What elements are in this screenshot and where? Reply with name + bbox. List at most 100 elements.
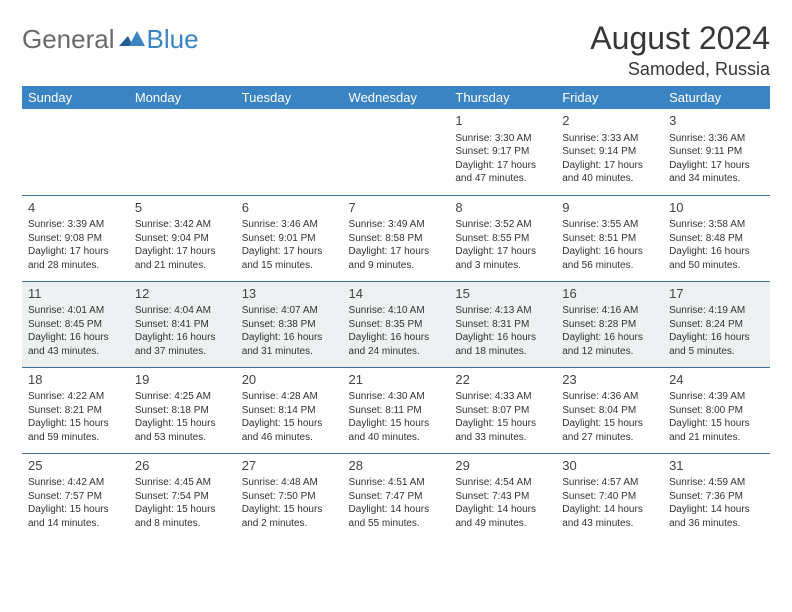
calendar-header: SundayMondayTuesdayWednesdayThursdayFrid…	[22, 86, 770, 109]
sunrise-line: Sunrise: 3:39 AM	[28, 218, 123, 232]
calendar-day	[343, 109, 450, 195]
day-number: 21	[349, 371, 444, 389]
sunrise-line: Sunrise: 3:36 AM	[669, 132, 764, 146]
sunset-line: Sunset: 9:11 PM	[669, 145, 764, 159]
calendar-day: 13Sunrise: 4:07 AMSunset: 8:38 PMDayligh…	[236, 281, 343, 367]
daylight-line-2: and 50 minutes.	[669, 259, 764, 273]
sunrise-line: Sunrise: 4:39 AM	[669, 390, 764, 404]
daylight-line-2: and 8 minutes.	[135, 517, 230, 531]
day-number: 3	[669, 112, 764, 130]
sunset-line: Sunset: 9:14 PM	[562, 145, 657, 159]
sunrise-line: Sunrise: 4:33 AM	[455, 390, 550, 404]
calendar-day: 27Sunrise: 4:48 AMSunset: 7:50 PMDayligh…	[236, 453, 343, 539]
day-number: 22	[455, 371, 550, 389]
weekday-header: Sunday	[22, 86, 129, 109]
calendar-body: 1Sunrise: 3:30 AMSunset: 9:17 PMDaylight…	[22, 109, 770, 539]
daylight-line-2: and 55 minutes.	[349, 517, 444, 531]
daylight-line-1: Daylight: 15 hours	[28, 503, 123, 517]
sunrise-line: Sunrise: 4:01 AM	[28, 304, 123, 318]
calendar-day	[236, 109, 343, 195]
daylight-line-2: and 36 minutes.	[669, 517, 764, 531]
sunset-line: Sunset: 8:00 PM	[669, 404, 764, 418]
day-number: 25	[28, 457, 123, 475]
sunrise-line: Sunrise: 3:58 AM	[669, 218, 764, 232]
location: Samoded, Russia	[590, 59, 770, 80]
daylight-line-1: Daylight: 17 hours	[455, 159, 550, 173]
calendar-day: 7Sunrise: 3:49 AMSunset: 8:58 PMDaylight…	[343, 195, 450, 281]
calendar-week: 11Sunrise: 4:01 AMSunset: 8:45 PMDayligh…	[22, 281, 770, 367]
day-number: 24	[669, 371, 764, 389]
daylight-line-2: and 46 minutes.	[242, 431, 337, 445]
sunrise-line: Sunrise: 3:33 AM	[562, 132, 657, 146]
weekday-header: Thursday	[449, 86, 556, 109]
daylight-line-2: and 18 minutes.	[455, 345, 550, 359]
daylight-line-1: Daylight: 15 hours	[562, 417, 657, 431]
sunset-line: Sunset: 8:31 PM	[455, 318, 550, 332]
sunset-line: Sunset: 9:01 PM	[242, 232, 337, 246]
day-number: 26	[135, 457, 230, 475]
calendar-day	[22, 109, 129, 195]
day-number: 7	[349, 199, 444, 217]
daylight-line-2: and 15 minutes.	[242, 259, 337, 273]
daylight-line-1: Daylight: 17 hours	[28, 245, 123, 259]
daylight-line-2: and 53 minutes.	[135, 431, 230, 445]
calendar-day: 26Sunrise: 4:45 AMSunset: 7:54 PMDayligh…	[129, 453, 236, 539]
sunrise-line: Sunrise: 3:42 AM	[135, 218, 230, 232]
sunrise-line: Sunrise: 4:22 AM	[28, 390, 123, 404]
daylight-line-2: and 49 minutes.	[455, 517, 550, 531]
daylight-line-2: and 40 minutes.	[349, 431, 444, 445]
daylight-line-1: Daylight: 15 hours	[135, 417, 230, 431]
sunset-line: Sunset: 7:50 PM	[242, 490, 337, 504]
daylight-line-2: and 56 minutes.	[562, 259, 657, 273]
daylight-line-1: Daylight: 17 hours	[349, 245, 444, 259]
sunset-line: Sunset: 8:11 PM	[349, 404, 444, 418]
sunrise-line: Sunrise: 4:16 AM	[562, 304, 657, 318]
day-number: 30	[562, 457, 657, 475]
calendar-day: 30Sunrise: 4:57 AMSunset: 7:40 PMDayligh…	[556, 453, 663, 539]
sunrise-line: Sunrise: 4:30 AM	[349, 390, 444, 404]
daylight-line-1: Daylight: 14 hours	[349, 503, 444, 517]
daylight-line-1: Daylight: 15 hours	[242, 417, 337, 431]
daylight-line-1: Daylight: 15 hours	[28, 417, 123, 431]
calendar-day: 21Sunrise: 4:30 AMSunset: 8:11 PMDayligh…	[343, 367, 450, 453]
day-number: 6	[242, 199, 337, 217]
daylight-line-1: Daylight: 14 hours	[455, 503, 550, 517]
daylight-line-2: and 9 minutes.	[349, 259, 444, 273]
sunset-line: Sunset: 8:28 PM	[562, 318, 657, 332]
weekday-header: Saturday	[663, 86, 770, 109]
sunset-line: Sunset: 8:14 PM	[242, 404, 337, 418]
calendar-day	[129, 109, 236, 195]
sunset-line: Sunset: 9:08 PM	[28, 232, 123, 246]
daylight-line-2: and 21 minutes.	[135, 259, 230, 273]
calendar-day: 24Sunrise: 4:39 AMSunset: 8:00 PMDayligh…	[663, 367, 770, 453]
day-number: 19	[135, 371, 230, 389]
sunset-line: Sunset: 8:21 PM	[28, 404, 123, 418]
calendar-week: 25Sunrise: 4:42 AMSunset: 7:57 PMDayligh…	[22, 453, 770, 539]
calendar-day: 15Sunrise: 4:13 AMSunset: 8:31 PMDayligh…	[449, 281, 556, 367]
day-number: 13	[242, 285, 337, 303]
sunset-line: Sunset: 8:45 PM	[28, 318, 123, 332]
daylight-line-2: and 12 minutes.	[562, 345, 657, 359]
calendar-day: 2Sunrise: 3:33 AMSunset: 9:14 PMDaylight…	[556, 109, 663, 195]
brand-blue: Blue	[147, 24, 199, 55]
sunset-line: Sunset: 8:41 PM	[135, 318, 230, 332]
sunrise-line: Sunrise: 3:49 AM	[349, 218, 444, 232]
sunset-line: Sunset: 8:18 PM	[135, 404, 230, 418]
sunset-line: Sunset: 7:54 PM	[135, 490, 230, 504]
calendar-day: 10Sunrise: 3:58 AMSunset: 8:48 PMDayligh…	[663, 195, 770, 281]
sunset-line: Sunset: 9:04 PM	[135, 232, 230, 246]
daylight-line-1: Daylight: 16 hours	[28, 331, 123, 345]
sunrise-line: Sunrise: 3:46 AM	[242, 218, 337, 232]
daylight-line-2: and 34 minutes.	[669, 172, 764, 186]
weekday-header: Tuesday	[236, 86, 343, 109]
day-number: 12	[135, 285, 230, 303]
daylight-line-2: and 47 minutes.	[455, 172, 550, 186]
sunrise-line: Sunrise: 4:25 AM	[135, 390, 230, 404]
daylight-line-1: Daylight: 15 hours	[135, 503, 230, 517]
daylight-line-2: and 43 minutes.	[562, 517, 657, 531]
header: General Blue August 2024 Samoded, Russia	[22, 20, 770, 80]
daylight-line-2: and 3 minutes.	[455, 259, 550, 273]
day-number: 2	[562, 112, 657, 130]
daylight-line-1: Daylight: 16 hours	[669, 245, 764, 259]
day-number: 5	[135, 199, 230, 217]
